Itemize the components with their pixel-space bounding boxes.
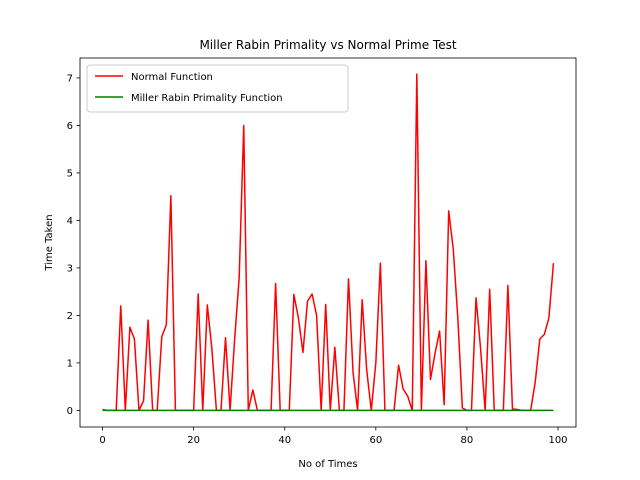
chart-title: Miller Rabin Primality vs Normal Prime T… [199,38,456,52]
x-tick-label: 60 [369,435,382,446]
y-tick-label: 4 [67,216,73,227]
legend: Normal Function Miller Rabin Primality F… [86,64,349,113]
legend-label-miller-rabin: Miller Rabin Primality Function [131,93,283,104]
y-tick-label: 2 [67,311,73,322]
y-axis-label: Time Taken [44,214,55,271]
series-layer [102,73,555,412]
y-tick-label: 3 [67,263,73,274]
y-tick-label: 1 [67,358,73,369]
x-tick-label: 80 [461,435,474,446]
x-axis-label: No of Times [298,459,357,470]
y-tick-label: 6 [67,121,73,132]
x-axis-ticks: 0 20 40 60 80 100 [99,427,568,446]
x-tick-label: 0 [99,435,105,446]
y-tick-label: 0 [67,406,73,417]
y-tick-label: 5 [67,168,73,179]
legend-label-normal-function: Normal Function [131,72,213,83]
y-axis-ticks: 0 1 2 3 4 5 6 7 [67,73,80,417]
x-tick-label: 100 [548,435,567,446]
x-tick-label: 20 [187,435,200,446]
y-tick-label: 7 [67,73,73,84]
plot-area: 0 20 40 60 80 100 0 1 2 3 4 5 6 7 [67,57,577,446]
legend-box [86,64,349,113]
plot-frame [79,57,577,428]
x-tick-label: 40 [278,435,291,446]
